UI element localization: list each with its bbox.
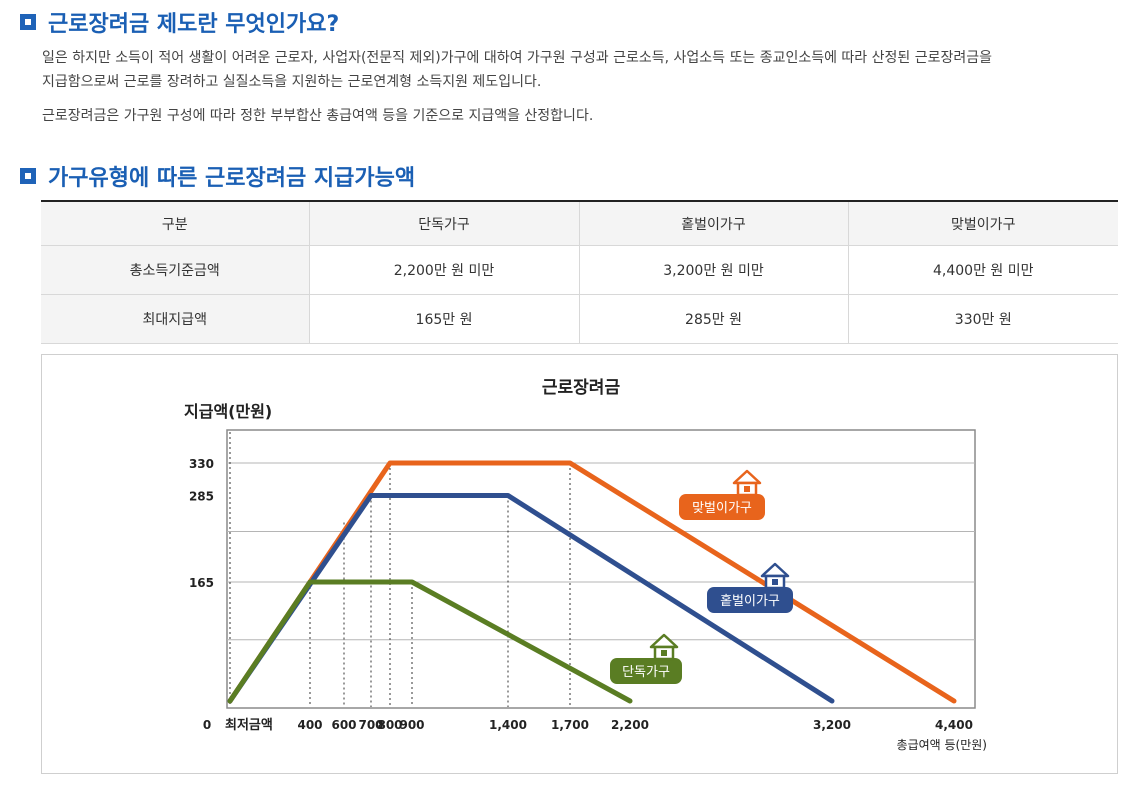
plot-area (226, 429, 976, 709)
table-header-cell: 구분 (41, 201, 310, 246)
house-icon (744, 486, 750, 492)
description-line-1: 일은 하지만 소득이 적어 생활이 어려운 근로자, 사업자(전문직 제외)가구… (42, 50, 993, 66)
x-origin-label: 0 (203, 718, 211, 732)
y-tick-label: 285 (189, 489, 214, 503)
section-title-text: 가구유형에 따른 근로장려금 지급가능액 (48, 166, 416, 191)
x-tick-label: 800 (377, 718, 402, 732)
y-axis-label: 지급액(만원) (184, 402, 272, 421)
series-label-badge (610, 658, 682, 684)
table-cell: 285만 원 (579, 294, 849, 344)
y-tick-label: 330 (189, 457, 214, 471)
bullet-square-icon (20, 14, 36, 30)
table-header-row: 구분 단독가구 홑벌이가구 맞벌이가구 (41, 201, 1118, 246)
series-label-text: 홑벌이가구 (720, 594, 780, 609)
x-tick-label: 4,400 (935, 718, 973, 732)
table-row-header: 총소득기준금액 (41, 245, 310, 295)
series-label-text: 맞벌이가구 (692, 501, 752, 516)
series-label-badge (679, 494, 765, 520)
table-cell: 3,200만 원 미만 (579, 245, 849, 295)
chart-container: 근로장려금 지급액(만원) 165 285 330 400 600 700 800 900 1… (41, 354, 1118, 774)
table-cell: 330만 원 (848, 294, 1118, 344)
x-tick-label: 400 (297, 718, 322, 732)
series-line (227, 579, 633, 704)
house-icon (772, 579, 778, 585)
calculation-paragraph: 근로장려금은 가구원 구성에 따라 정한 부부합산 총급여액 등을 기준으로 지… (42, 108, 594, 124)
chart-title: 근로장려금 (542, 378, 621, 398)
house-icon (661, 650, 667, 656)
x-tick-label: 1,700 (551, 718, 589, 732)
table-row-header: 최대지급액 (41, 294, 310, 344)
bullet-square-icon (20, 168, 36, 184)
x-tick-label: 2,200 (611, 718, 649, 732)
benefit-table: 구분 단독가구 홑벌이가구 맞벌이가구 총소득기준금액 2,200만 원 미만 … (41, 200, 1118, 344)
table-header-cell: 홑벌이가구 (579, 201, 849, 246)
y-tick-label: 165 (189, 576, 214, 590)
series-label-group: 단독가구 (610, 633, 682, 684)
table-cell: 4,400만 원 미만 (848, 245, 1118, 295)
section-title-amount: 가구유형에 따른 근로장려금 지급가능액 (20, 160, 415, 192)
section-title-text: 근로장려금 제도란 무엇인가요? (48, 12, 340, 37)
series-lines (227, 460, 957, 704)
x-tick-label: 1,400 (489, 718, 527, 732)
x-min-label: 최저금액 (225, 718, 273, 733)
x-tick-label: 900 (399, 718, 424, 732)
table-row: 총소득기준금액 2,200만 원 미만 3,200만 원 미만 4,400만 원… (41, 245, 1118, 295)
series-label-group: 맞벌이가구 (679, 469, 765, 520)
table-header-cell: 맞벌이가구 (848, 201, 1118, 246)
guide-lines (229, 432, 571, 707)
series-label-group: 홑벌이가구 (707, 562, 793, 613)
table-cell: 165만 원 (309, 294, 580, 344)
description-paragraph: 일은 하지만 소득이 적어 생활이 어려운 근로자, 사업자(전문직 제외)가구… (42, 46, 1102, 94)
section-title-program: 근로장려금 제도란 무엇인가요? (20, 6, 339, 38)
series-label-badge (707, 587, 793, 613)
x-tick-label: 700 (358, 718, 383, 732)
table-row: 최대지급액 165만 원 285만 원 330만 원 (41, 294, 1118, 344)
description-line-2: 지급함으로써 근로를 장려하고 실질소득을 지원하는 근로연계형 소득지원 제도… (42, 74, 542, 90)
x-tick-label: 600 (331, 718, 356, 732)
series-label-text: 단독가구 (622, 665, 670, 680)
x-axis-label: 총급여액 등(만원) (897, 738, 987, 752)
y-tick-labels: 165 285 330 (189, 457, 214, 590)
x-tick-label: 3,200 (813, 718, 851, 732)
table-header-cell: 단독가구 (309, 201, 580, 246)
table-cell: 2,200만 원 미만 (309, 245, 580, 295)
